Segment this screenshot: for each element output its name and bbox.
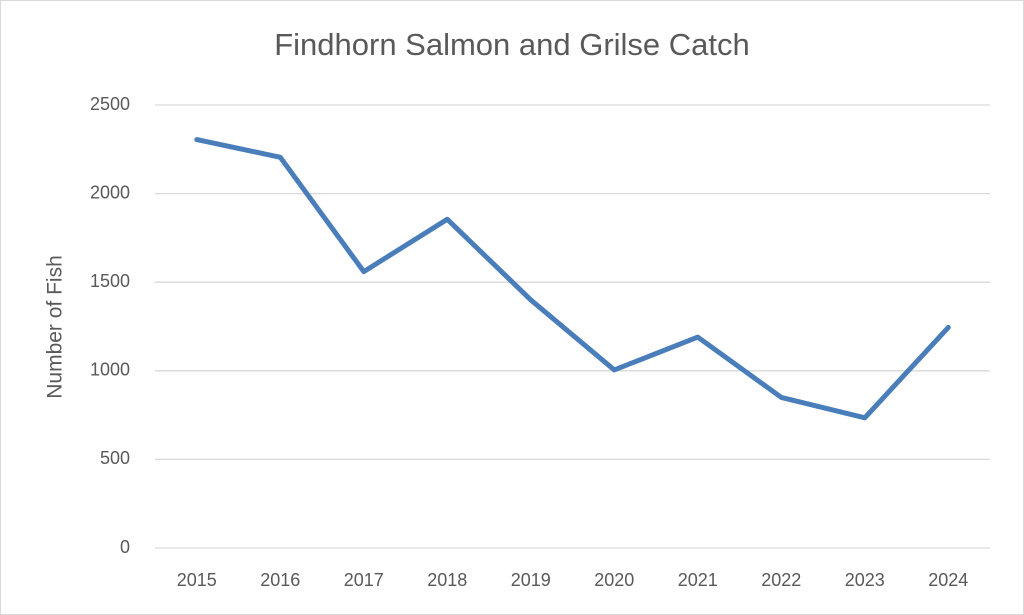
x-tick-label: 2017 [344,570,384,590]
x-tick-label: 2019 [511,570,551,590]
x-tick-label: 2024 [928,570,968,590]
x-tick-label: 2023 [845,570,885,590]
y-tick-label: 1000 [90,360,130,380]
y-tick-label: 0 [120,537,130,557]
x-tick-label: 2015 [177,570,217,590]
chart-title: Findhorn Salmon and Grilse Catch [274,27,750,62]
x-tick-label: 2021 [678,570,718,590]
y-tick-label: 2500 [90,94,130,114]
x-tick-label: 2022 [761,570,801,590]
x-tick-label: 2018 [427,570,467,590]
y-tick-label: 500 [100,448,130,468]
y-tick-label: 1500 [90,271,130,291]
x-tick-label: 2020 [594,570,634,590]
data-line [194,137,951,421]
x-tick-label: 2016 [260,570,300,590]
y-tick-label: 2000 [90,182,130,202]
y-axis-label: Number of Fish [44,255,67,399]
